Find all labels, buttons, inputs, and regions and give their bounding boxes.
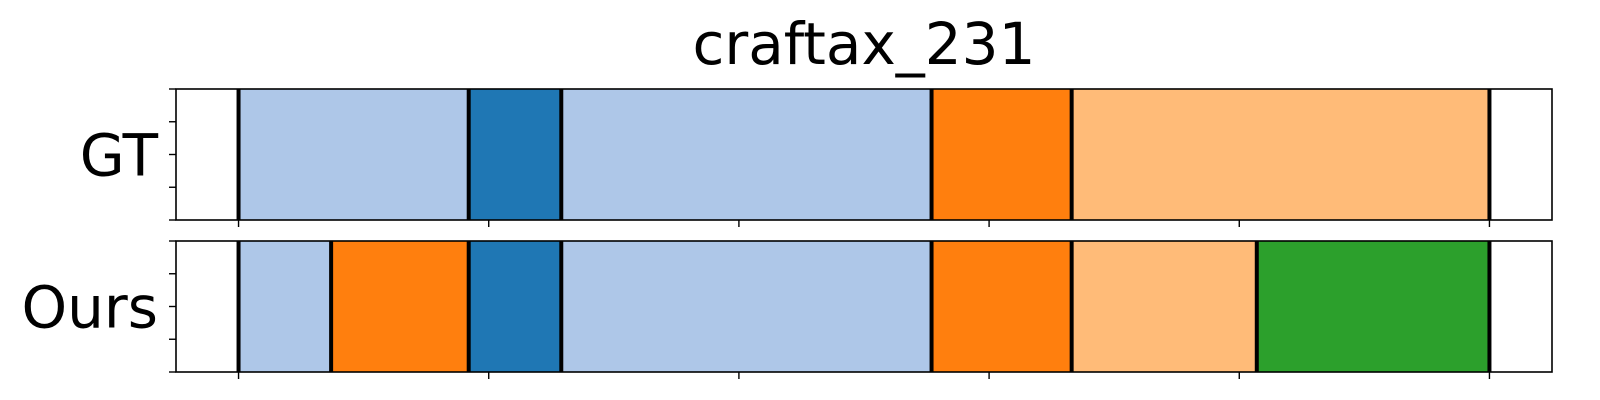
row-gt: GT: [80, 88, 1553, 227]
row-label-ours: Ours: [22, 274, 158, 342]
segment-ours-7: [1256, 241, 1490, 372]
segment-gt-2: [468, 89, 562, 220]
segment-gt-4: [931, 89, 1072, 220]
segment-gt-6: [1489, 89, 1552, 220]
segment-gt-1: [238, 89, 469, 220]
segment-ours-5: [931, 241, 1072, 372]
segment-ours-0: [176, 241, 239, 372]
segment-ours-3: [468, 241, 562, 372]
segment-gt-0: [176, 89, 239, 220]
row-label-gt: GT: [80, 122, 159, 190]
segment-ours-6: [1071, 241, 1257, 372]
segment-ours-1: [238, 241, 332, 372]
chart-title: craftax_231: [693, 10, 1036, 78]
segment-ours-4: [561, 241, 932, 372]
segment-ours-8: [1489, 241, 1552, 372]
chart-rows: GT Ours: [22, 88, 1553, 379]
segment-gt-5: [1071, 89, 1490, 220]
row-ours: Ours: [22, 240, 1553, 379]
segment-ours-2: [331, 241, 469, 372]
segment-gt-3: [561, 89, 932, 220]
